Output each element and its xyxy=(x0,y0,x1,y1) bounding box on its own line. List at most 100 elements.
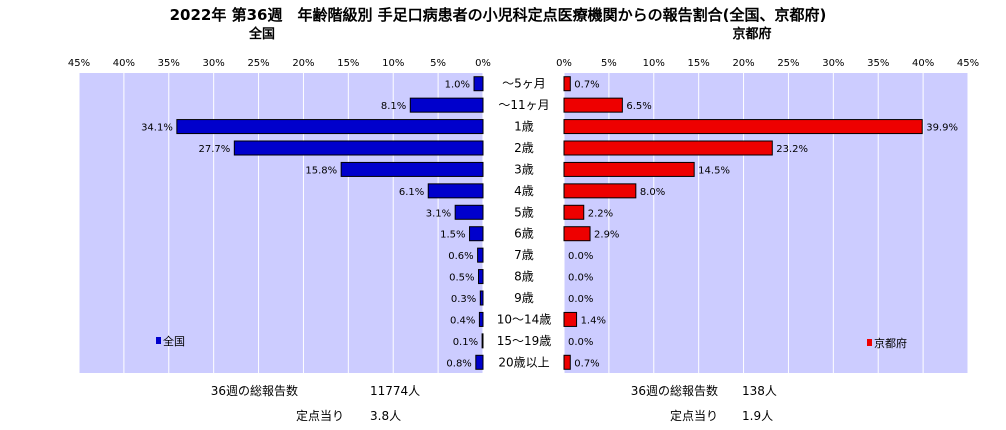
category-label: 4歳 xyxy=(514,184,534,198)
national-x-tick-label: 10% xyxy=(382,58,404,69)
category-label: 3歳 xyxy=(514,162,534,176)
kyoto-x-tick-label: 15% xyxy=(688,58,710,69)
kyoto-total-value: 138人 xyxy=(742,384,777,398)
category-label: ～11ヶ月 xyxy=(498,98,549,112)
kyoto-bar xyxy=(563,119,923,135)
kyoto-bar xyxy=(563,226,591,242)
national-data-label: 1.5% xyxy=(440,230,465,241)
category-label: 6歳 xyxy=(514,227,534,241)
national-x-tick-label: 20% xyxy=(292,58,314,69)
national-data-label: 27.7% xyxy=(199,144,231,155)
national-data-label: 0.3% xyxy=(451,294,476,305)
national-data-label: 8.1% xyxy=(381,101,406,112)
kyoto-plot-area xyxy=(564,73,968,373)
kyoto-x-tick-label: 40% xyxy=(912,58,934,69)
kyoto-data-label: 0.7% xyxy=(574,80,599,91)
category-label: 2歳 xyxy=(514,141,534,155)
kyoto-x-tick-label: 0% xyxy=(556,58,572,69)
national-total-value: 11774人 xyxy=(370,384,420,398)
national-data-label: 1.0% xyxy=(445,80,470,91)
national-bar xyxy=(176,119,484,135)
national-x-tick-label: 40% xyxy=(113,58,135,69)
kyoto-per-label: 定点当り xyxy=(670,408,718,423)
national-x-ticks: 45% 40% 35% 30% 25% 20% 15% 10% 5% 0% xyxy=(68,58,491,69)
kyoto-data-label: 2.2% xyxy=(588,208,613,219)
kyoto-data-label: 39.9% xyxy=(926,123,958,134)
category-label: ～5ヶ月 xyxy=(502,77,546,91)
national-plot-area xyxy=(79,73,483,373)
kyoto-bar xyxy=(563,183,637,199)
kyoto-data-label: 0.0% xyxy=(568,294,593,305)
national-data-label: 0.1% xyxy=(453,337,478,348)
national-x-tick-label: 35% xyxy=(158,58,180,69)
kyoto-data-label: 0.0% xyxy=(568,251,593,262)
kyoto-bar xyxy=(563,311,578,327)
category-label: 7歳 xyxy=(514,248,534,262)
national-data-label: 0.6% xyxy=(448,251,473,262)
kyoto-x-tick-label: 45% xyxy=(957,58,979,69)
national-data-label: 34.1% xyxy=(141,123,173,134)
national-bar xyxy=(481,333,484,349)
national-x-tick-label: 45% xyxy=(68,58,90,69)
national-x-tick-label: 0% xyxy=(475,58,491,69)
kyoto-x-tick-label: 25% xyxy=(777,58,799,69)
national-x-tick-label: 30% xyxy=(203,58,225,69)
national-bar xyxy=(473,76,484,92)
national-per-label: 定点当り xyxy=(296,408,344,423)
national-x-tick-label: 5% xyxy=(430,58,446,69)
national-bar xyxy=(479,290,484,306)
national-bar xyxy=(475,354,484,370)
kyoto-bar xyxy=(563,76,571,92)
category-labels: ～5ヶ月 ～11ヶ月 1歳 2歳 3歳 4歳 5歳 6歳 7歳 8歳 9歳 10～14歳 15～19歳 2… xyxy=(497,77,552,370)
kyoto-data-label: 8.0% xyxy=(640,187,665,198)
kyoto-bar xyxy=(563,97,623,113)
kyoto-legend-swatch xyxy=(867,339,872,346)
national-data-label: 0.4% xyxy=(450,315,475,326)
kyoto-data-label: 0.7% xyxy=(574,358,599,369)
national-bars: 1.0% 8.1% 34.1% 27.7% 15.8% 6.1%3.1% 1.5% 0.6% 0… xyxy=(141,76,484,370)
national-chart-title: 全国 xyxy=(248,26,275,42)
kyoto-legend-label: 京都府 xyxy=(874,336,907,350)
national-bar xyxy=(233,140,484,156)
national-bar xyxy=(427,183,484,199)
kyoto-x-tick-label: 20% xyxy=(732,58,754,69)
national-legend-label: 全国 xyxy=(163,334,185,348)
kyoto-x-ticks: 0% 5% 10% 15% 20% 25% 30% 35% 40% 45% xyxy=(556,58,979,69)
national-bar xyxy=(409,97,484,113)
kyoto-chart-title: 京都府 xyxy=(732,26,771,42)
national-data-label: 15.8% xyxy=(305,165,337,176)
national-legend-swatch xyxy=(156,337,161,344)
category-label: 1歳 xyxy=(514,120,534,134)
national-bar xyxy=(478,311,484,327)
national-per-value: 3.8人 xyxy=(370,409,401,423)
national-bar xyxy=(477,247,484,263)
kyoto-data-label: 2.9% xyxy=(594,230,619,241)
kyoto-data-label: 0.0% xyxy=(568,337,593,348)
national-bar xyxy=(340,161,484,177)
category-label: 15～19歳 xyxy=(497,334,552,348)
kyoto-x-tick-label: 35% xyxy=(867,58,889,69)
category-label: 9歳 xyxy=(514,291,534,305)
kyoto-total-label: 36週の総報告数 xyxy=(631,383,718,398)
kyoto-bar xyxy=(563,204,585,220)
national-data-label: 0.8% xyxy=(446,358,471,369)
kyoto-x-tick-label: 10% xyxy=(643,58,665,69)
kyoto-data-label: 14.5% xyxy=(698,165,730,176)
national-x-tick-label: 15% xyxy=(337,58,359,69)
national-x-tick-label: 25% xyxy=(247,58,269,69)
kyoto-data-label: 1.4% xyxy=(581,315,606,326)
kyoto-per-value: 1.9人 xyxy=(742,409,773,423)
category-label: 20歳以上 xyxy=(498,355,549,369)
national-data-label: 6.1% xyxy=(399,187,424,198)
kyoto-bar xyxy=(563,161,695,177)
national-bar xyxy=(478,269,484,285)
national-data-label: 3.1% xyxy=(426,208,451,219)
chart-title: 2022年 第36週 年齢階級別 手足口病患者の小児科定点医療機関からの報告割合… xyxy=(170,6,827,24)
category-label: 5歳 xyxy=(514,205,534,219)
kyoto-x-tick-label: 5% xyxy=(601,58,617,69)
national-bar xyxy=(454,204,484,220)
kyoto-x-tick-label: 30% xyxy=(822,58,844,69)
kyoto-bar xyxy=(563,140,773,156)
national-data-label: 0.5% xyxy=(449,273,474,284)
